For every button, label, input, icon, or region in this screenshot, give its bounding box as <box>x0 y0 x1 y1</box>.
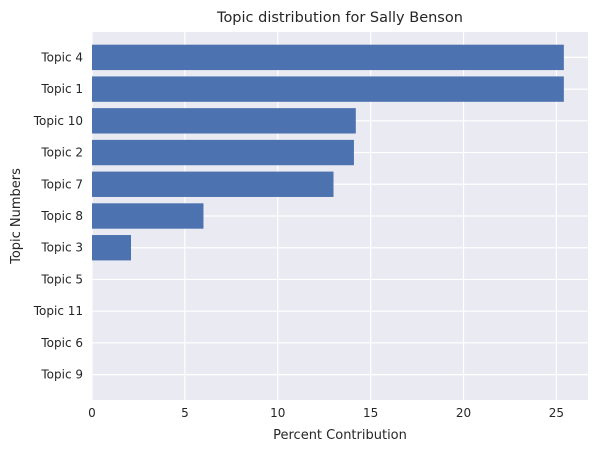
y-tick-label: Topic 3 <box>40 241 83 255</box>
bar-topic-3 <box>92 235 132 261</box>
bars <box>92 44 564 261</box>
y-tick-label: Topic 11 <box>33 304 83 318</box>
x-tick-label: 5 <box>181 406 189 420</box>
y-tick-label: Topic 8 <box>40 209 83 223</box>
x-tick-label: 25 <box>549 406 564 420</box>
bar-topic-7 <box>92 171 334 197</box>
x-tick-label: 15 <box>363 406 378 420</box>
y-axis-label: Topic Numbers <box>9 168 24 265</box>
bar-topic-1 <box>92 76 564 102</box>
x-tick-labels: 0 5 10 15 20 25 <box>88 406 564 420</box>
y-tick-label: Topic 9 <box>40 368 83 382</box>
bar-topic-2 <box>92 139 354 166</box>
y-tick-label: Topic 10 <box>33 114 83 128</box>
x-tick-label: 20 <box>456 406 471 420</box>
y-tick-label: Topic 6 <box>40 336 83 350</box>
y-tick-label: Topic 5 <box>40 272 83 286</box>
bar-topic-8 <box>92 203 204 229</box>
chart-title: Topic distribution for Sally Benson <box>216 10 463 26</box>
bar-topic-4 <box>92 44 564 71</box>
x-tick-label: 10 <box>270 406 285 420</box>
y-tick-label: Topic 1 <box>40 82 83 96</box>
bar-topic-10 <box>92 108 356 134</box>
y-tick-label: Topic 2 <box>40 146 83 160</box>
x-axis-label: Percent Contribution <box>273 428 407 443</box>
x-tick-label: 0 <box>88 406 96 420</box>
y-tick-labels: Topic 4 Topic 1 Topic 10 Topic 2 Topic 7 Topi… <box>33 50 83 381</box>
y-tick-label: Topic 7 <box>40 177 83 191</box>
y-tick-label: Topic 4 <box>40 50 83 64</box>
